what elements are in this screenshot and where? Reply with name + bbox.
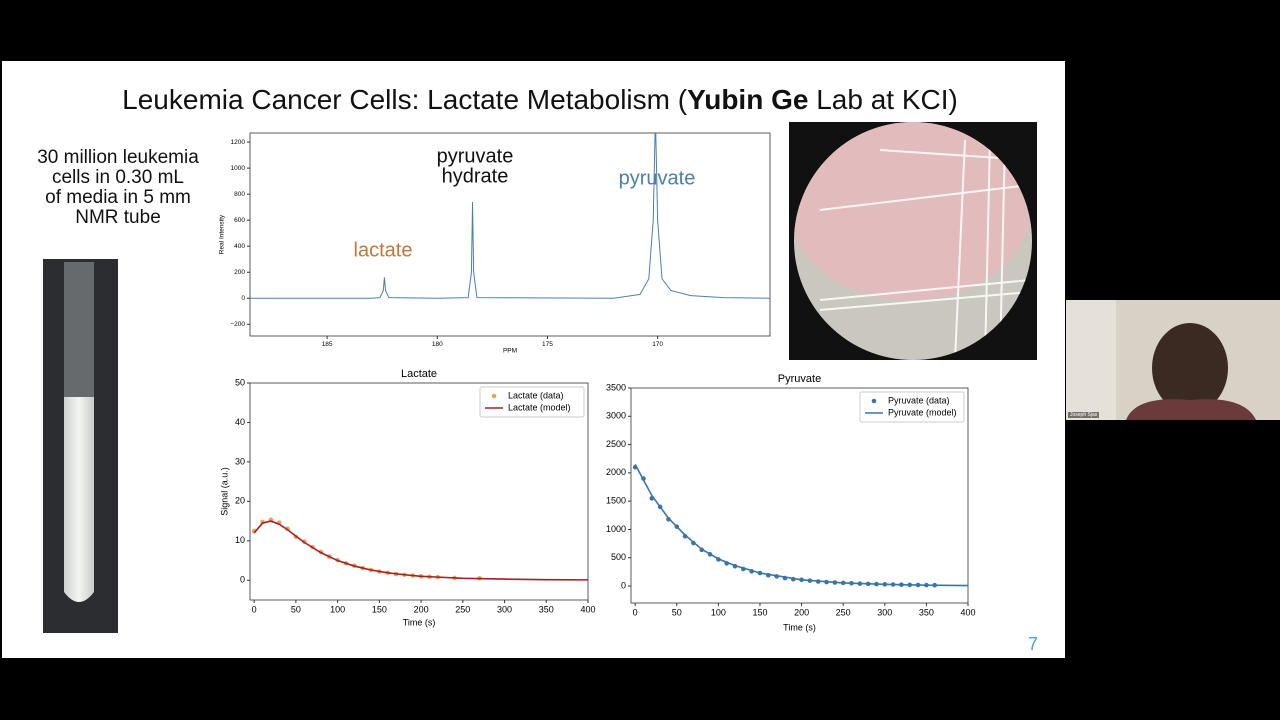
y-tick-label: 2500 [606,439,626,449]
x-axis-label: PPM [503,348,517,355]
y-tick-label: 1500 [606,496,626,506]
x-tick-label: 100 [711,608,726,618]
title-part: Leukemia Cancer Cells: Lactate Metabolis… [122,84,688,115]
chart-title: Lactate [401,368,437,380]
x-tick-label: 300 [877,608,892,618]
title-part: Yubin Ge [687,84,809,115]
webcam-image [1066,300,1280,420]
x-tick-label: 180 [432,341,443,348]
participant-name: Joseph Sjas [1068,412,1100,418]
x-tick-label: 350 [919,608,934,618]
y-tick-label: 800 [234,191,245,198]
y-tick-label: 200 [234,269,245,276]
legend-label: Pyruvate (data) [888,395,950,405]
caption-line: NMR tube [75,207,161,228]
caption-line: of media in 5 mm [45,187,191,208]
title-part: Lab at KCI) [808,84,958,115]
x-tick-label: 185 [322,341,333,348]
x-axis-label: Time (s) [403,617,436,627]
y-tick-label: 1000 [231,165,246,172]
plot-frame [249,132,771,337]
x-axis-label: Time (s) [783,622,816,632]
plot-frame [249,382,589,601]
x-tick-label: 150 [752,608,767,618]
legend-label: Lactate (data) [508,390,564,400]
legend-marker [871,398,877,404]
x-tick-label: 175 [542,341,553,348]
series-line [634,464,968,587]
y-tick-label: 40 [235,417,245,427]
page-number: 7 [1028,634,1039,654]
legend [859,391,965,423]
slide-title: Leukemia Cancer Cells: Lactate Metabolis… [0,84,1080,116]
y-tick-label: 10 [235,535,245,545]
y-tick-label: 0 [241,295,245,302]
x-tick-label: 50 [672,608,682,618]
annotation: pyruvate [437,145,514,167]
annotation: hydrate [442,165,509,187]
y-tick-label: 50 [235,377,245,387]
x-tick-label: 400 [580,605,595,615]
y-tick-label: 600 [234,217,245,224]
x-tick-label: 200 [414,605,429,615]
x-tick-label: 400 [960,608,975,618]
webcam [1066,300,1280,420]
x-tick-label: 0 [252,605,257,615]
y-axis-label: Real Intensity [219,214,226,254]
legend-marker [491,393,497,399]
legend [479,386,585,418]
y-tick-label: 0 [621,580,626,590]
series-line [250,133,770,299]
legend-label: Pyruvate (model) [888,407,957,417]
x-tick-label: 150 [372,605,387,615]
y-tick-label: 30 [235,456,245,466]
y-tick-label: 3000 [606,411,626,421]
plot-frame [630,387,969,604]
x-tick-label: 350 [539,605,554,615]
legend-label: Lactate (model) [508,402,571,412]
y-tick-label: 3500 [606,382,626,392]
x-tick-label: 170 [652,341,663,348]
y-tick-label: 1200 [231,139,246,146]
chart-title: Pyruvate [778,373,821,385]
x-tick-label: 0 [633,608,638,618]
y-tick-label: 0 [240,575,245,585]
annotation: lactate [354,239,413,261]
tube-media [64,397,94,602]
x-tick-label: 50 [291,605,301,615]
y-axis-label: Signal (a.u.) [219,467,229,516]
x-tick-label: 250 [455,605,470,615]
y-tick-label: 1000 [606,524,626,534]
x-tick-label: 250 [836,608,851,618]
x-tick-label: 300 [497,605,512,615]
series-line [253,520,588,581]
y-tick-label: 400 [234,243,245,250]
y-tick-label: 2000 [606,467,626,477]
tube-glass [64,262,94,402]
annotation: pyruvate [619,167,696,189]
y-tick-label: 20 [235,496,245,506]
microscope-field [794,122,1032,360]
caption: 30 million leukemia cells in 0.30 mL of … [8,148,228,228]
x-tick-label: 200 [794,608,809,618]
x-tick-label: 100 [330,605,345,615]
y-tick-label: −200 [230,321,245,328]
y-tick-label: 500 [611,552,626,562]
caption-line: cells in 0.30 mL [51,167,184,188]
caption-line: 30 million leukemia [37,147,199,168]
